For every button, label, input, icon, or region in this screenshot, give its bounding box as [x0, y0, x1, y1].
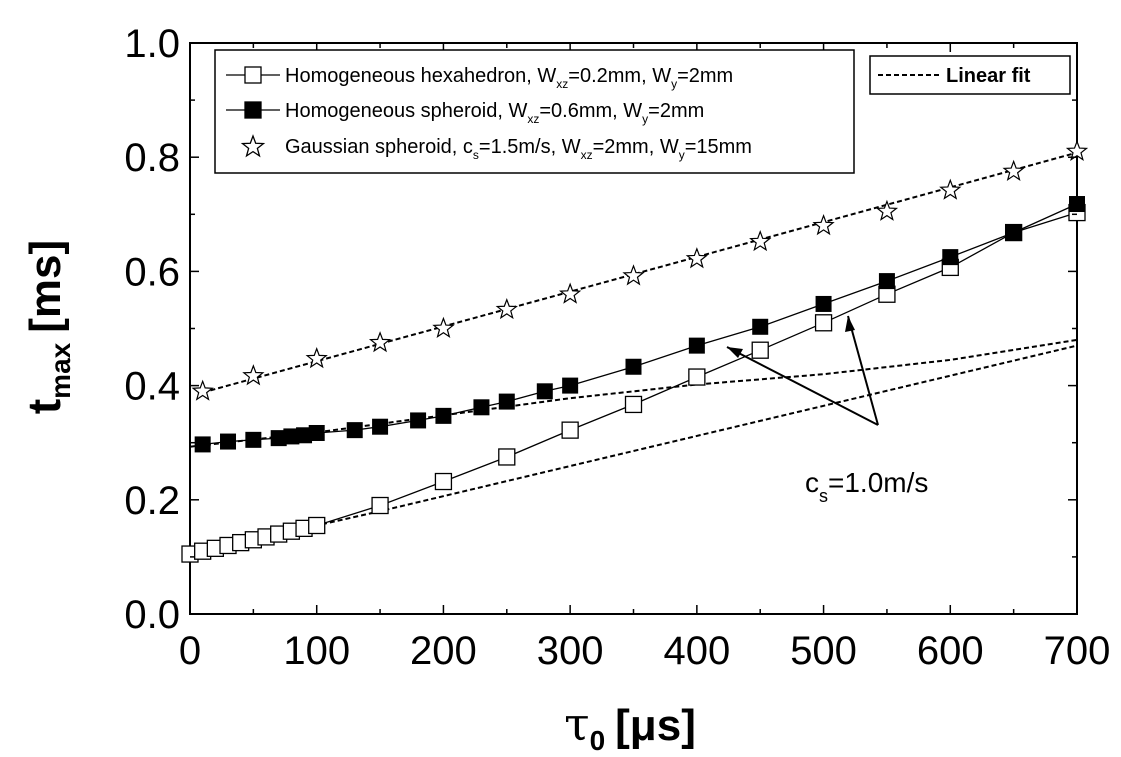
data-point-spheroid — [194, 436, 211, 453]
fit-line — [189, 338, 1078, 448]
legend-main: Homogeneous hexahedron, Wxz=0.2mm, Wy=2m… — [214, 49, 855, 174]
y-tick-label: 0.8 — [124, 136, 180, 180]
data-point-hexahedron — [624, 395, 643, 414]
y-tick-label: 0.6 — [124, 250, 180, 294]
x-tick-label: 500 — [790, 629, 857, 673]
data-point-gaussian — [432, 316, 455, 338]
data-point-spheroid — [245, 431, 262, 448]
data-point-hexahedron — [308, 516, 326, 535]
data-point-hexahedron — [498, 448, 516, 466]
data-point-gaussian — [495, 297, 518, 320]
data-point-spheroid — [878, 273, 895, 290]
data-point-spheroid — [688, 337, 705, 354]
data-point-gaussian — [812, 214, 835, 236]
data-point-spheroid — [942, 249, 959, 266]
legend-entry-hexahedron: Homogeneous hexahedron, Wxz=0.2mm, Wy=2m… — [226, 65, 733, 91]
annotation-cs: cs=1.0m/s — [726, 315, 928, 506]
y-tick-label: 0.2 — [124, 479, 180, 523]
data-point-gaussian — [305, 347, 328, 369]
data-point-spheroid — [536, 383, 553, 400]
data-point-spheroid — [815, 295, 832, 312]
legend-marker-filled-square — [244, 101, 262, 119]
data-point-spheroid — [372, 418, 389, 435]
legend-text-gaussian: Gaussian spheroid, cs=1.5m/s, Wxz=2mm, W… — [285, 136, 752, 162]
data-point-gaussian — [875, 199, 899, 221]
x-tick-label: 300 — [537, 629, 604, 673]
data-point-gaussian — [368, 331, 392, 353]
fit-line — [202, 151, 1078, 394]
legend-marker-open-star — [240, 134, 266, 158]
y-axis-title: tmax[ms] — [18, 240, 76, 414]
x-axis-title: τ0 [μs] — [564, 697, 696, 756]
data-point-spheroid — [625, 358, 642, 375]
annotation-arrow-2 — [847, 315, 879, 426]
data-point-gaussian — [191, 379, 214, 401]
data-point-spheroid — [435, 407, 452, 424]
x-tick-label: 600 — [917, 629, 984, 673]
data-point-spheroid — [346, 422, 363, 439]
data-point-gaussian — [559, 282, 582, 304]
data-point-spheroid — [1005, 224, 1022, 241]
data-point-spheroid — [752, 318, 769, 335]
legend-entry-spheroid: Homogeneous spheroid, Wxz=0.6mm, Wy=2mm — [226, 100, 704, 126]
data-point-gaussian — [242, 364, 265, 386]
y-tick-label: 0.4 — [124, 365, 180, 409]
data-point-spheroid — [562, 377, 579, 394]
data-point-spheroid — [473, 399, 490, 416]
legend-main-box — [214, 49, 855, 174]
data-point-gaussian — [685, 247, 708, 269]
data-point-gaussian — [939, 178, 962, 200]
legend-fit-text: Linear fit — [946, 65, 1031, 87]
data-point-hexahedron — [814, 314, 833, 332]
data-point-spheroid — [308, 424, 325, 441]
x-tick-label: 200 — [410, 629, 477, 673]
y-tick-label: 0.0 — [124, 593, 180, 637]
data-point-hexahedron — [688, 368, 706, 386]
data-point-spheroid — [220, 433, 237, 450]
annotation-text: cs=1.0m/s — [805, 467, 928, 506]
data-point-hexahedron — [434, 472, 453, 491]
annotation-arrowhead-1 — [727, 347, 743, 358]
x-tick-label: 700 — [1044, 629, 1111, 673]
data-point-spheroid — [1069, 196, 1085, 213]
legend-fit: Linear fit — [869, 55, 1071, 95]
data-point-gaussian — [622, 264, 645, 286]
data-point-spheroid — [410, 412, 427, 429]
data-point-gaussian — [1065, 139, 1089, 161]
annotation-arrowhead-2 — [845, 316, 855, 332]
data-point-gaussian — [749, 229, 772, 252]
annotation-arrow-1 — [726, 346, 879, 426]
data-point-hexahedron — [751, 341, 769, 359]
x-tick-label: 100 — [283, 629, 350, 673]
x-tick-label: 400 — [663, 629, 730, 673]
ticks-group: 0 100 200 300 400 500 600 700 0.0 0.2 0.4 0.6 0.8 1.0 — [124, 22, 1110, 673]
legend-text-hexahedron: Homogeneous hexahedron, Wxz=0.2mm, Wy=2m… — [285, 65, 733, 91]
data-point-hexahedron — [371, 496, 389, 515]
data-point-spheroid — [498, 393, 515, 410]
legend-marker-open-square — [244, 66, 262, 84]
data-point-hexahedron — [561, 421, 579, 439]
legend-text-spheroid: Homogeneous spheroid, Wxz=0.6mm, Wy=2mm — [285, 100, 704, 126]
legend-entry-gaussian: Gaussian spheroid, cs=1.5m/s, Wxz=2mm, W… — [240, 134, 752, 162]
series-group — [181, 139, 1089, 563]
fit-lines-group — [189, 151, 1078, 558]
y-tick-label: 1.0 — [124, 22, 180, 66]
data-point-gaussian — [1002, 159, 1025, 181]
x-tick-label: 0 — [179, 629, 201, 673]
